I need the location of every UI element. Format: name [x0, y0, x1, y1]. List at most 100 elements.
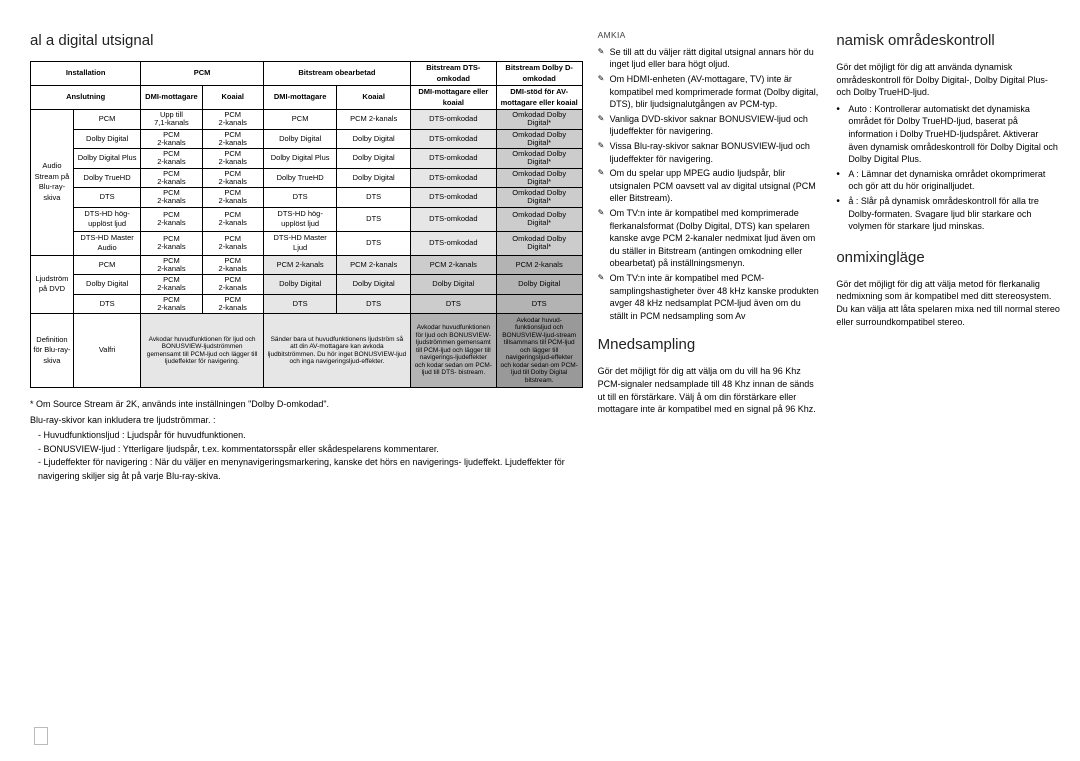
cell: DTS	[337, 207, 411, 231]
row-name: PCM	[73, 110, 140, 130]
table-row: DTSPCM2-kanalsPCM2-kanalsDTSDTSDTSDTS	[31, 294, 583, 314]
def-c4: Avkodar huvud-funktionsljud och BONUSVIE…	[496, 314, 582, 388]
list-item: A : Lämnar det dynamiska området okompri…	[836, 168, 1060, 193]
mix-para: Gör det möjligt för dig att välja metod …	[836, 278, 1060, 328]
row-name: DTS-HD Master Audio	[73, 231, 140, 255]
th-anslut: Anslutning	[31, 86, 141, 110]
cell: Omkodad DolbyDigital*	[496, 188, 582, 208]
amkia-bullets: Se till att du väljer rätt digital utsig…	[598, 46, 822, 322]
def-c2: Sänder bara ut huvudfunktionens ljudströ…	[263, 314, 410, 388]
mix-title: onmixingläge	[836, 247, 1060, 268]
table-row: DTS-HD Master AudioPCM2-kanalsPCM2-kanal…	[31, 231, 583, 255]
table-row: DTSPCM2-kanalsPCM2-kanalsDTSDTSDTS-omkod…	[31, 188, 583, 208]
cell: Dolby Digital	[263, 129, 337, 149]
cell: PCM2-kanals	[202, 255, 263, 275]
cell: DTS	[496, 294, 582, 314]
header-row-2: Anslutning DMI-mottagare Koaial DMI-mott…	[31, 86, 583, 110]
cell: Omkodad DolbyDigital*	[496, 207, 582, 231]
list-item: Vissa Blu-ray-skivor saknar BONUSVIEW-lj…	[598, 140, 822, 165]
th-dmi2: DMI-mottagare	[263, 86, 337, 110]
row-name: DTS	[73, 294, 140, 314]
cell: DTS-omkodad	[410, 110, 496, 130]
cell: DTS-HD hög-upplöst ljud	[263, 207, 337, 231]
cell: PCM2-kanals	[141, 231, 202, 255]
th-dmi-av: DMI-stöd för AV-mottagare eller koaial	[496, 86, 582, 110]
cell: PCM 2-kanals	[337, 110, 411, 130]
footnotes: * Om Source Stream är 2K, används inte i…	[30, 398, 583, 483]
cell: PCM2-kanals	[202, 149, 263, 169]
th-dmi1: DMI-mottagare	[141, 86, 202, 110]
footnote-list: Huvudfunktionsljud : Ljudspår för huvudf…	[38, 429, 583, 483]
cell: PCM2-kanals	[202, 231, 263, 255]
row-name: PCM	[73, 255, 140, 275]
cell: PCM2-kanals	[141, 255, 202, 275]
page-marker	[34, 727, 48, 745]
cell: PCM 2-kanals	[496, 255, 582, 275]
table-row: Dolby DigitalPCM2-kanalsPCM2-kanalsDolby…	[31, 129, 583, 149]
list-item: Om du spelar upp MPEG audio ljudspår, bl…	[598, 167, 822, 205]
list-item: Auto : Kontrollerar automatiskt det dyna…	[836, 103, 1060, 166]
cell: Dolby Digital	[337, 149, 411, 169]
cell: Omkodad DolbyDigital*	[496, 149, 582, 169]
nam-title: namisk områdeskontroll	[836, 30, 1060, 51]
cell: DTS-omkodad	[410, 207, 496, 231]
mned-para: Gör det möjligt för dig att välja om du …	[598, 365, 822, 415]
list-item: Om TV:n inte är kompatibel med komprimer…	[598, 207, 822, 270]
def-label: Definition för Blu-ray-skiva	[31, 314, 74, 388]
cell: PCM2-kanals	[141, 188, 202, 208]
cell: DTS	[337, 231, 411, 255]
th-dmi-koax: DMI-mottagare eller koaial	[410, 86, 496, 110]
list-item: BONUSVIEW-ljud : Ytterligare ljudspår, t…	[38, 443, 583, 457]
footnote-star: * Om Source Stream är 2K, används inte i…	[30, 398, 583, 412]
row-name: DTS	[73, 188, 140, 208]
cell: DTS-omkodad	[410, 231, 496, 255]
row-name: Dolby TrueHD	[73, 168, 140, 188]
cell: DTS-HD Master Ljud	[263, 231, 337, 255]
footnote-intro: Blu-ray-skivor kan inkludera tre ljudstr…	[30, 414, 583, 428]
cell: PCM2-kanals	[141, 294, 202, 314]
nam-items: Auto : Kontrollerar automatiskt det dyna…	[836, 103, 1060, 233]
list-item: Se till att du väljer rätt digital utsig…	[598, 46, 822, 71]
cell: Dolby Digital	[263, 275, 337, 295]
def-valfri: Valfri	[73, 314, 140, 388]
cell: PCM 2-kanals	[410, 255, 496, 275]
th-koax1: Koaial	[202, 86, 263, 110]
cell: Omkodad DolbyDigital*	[496, 110, 582, 130]
audio-table: Installation PCM Bitstream obearbetad Bi…	[30, 61, 583, 388]
cell: Dolby Digital	[337, 275, 411, 295]
cell: PCM	[263, 110, 337, 130]
group2-label: Ljudström på DVD	[31, 255, 74, 314]
row-name: DTS-HD hög-upplöst ljud	[73, 207, 140, 231]
cell: DTS-omkodad	[410, 168, 496, 188]
cell: DTS	[337, 294, 411, 314]
left-title: al a digital utsignal	[30, 30, 583, 51]
row-name: Dolby Digital	[73, 275, 140, 295]
row-name: Dolby Digital Plus	[73, 149, 140, 169]
cell: DTS-omkodad	[410, 149, 496, 169]
cell: PCM2-kanals	[141, 129, 202, 149]
table-row: DTS-HD hög-upplöst ljudPCM2-kanalsPCM2-k…	[31, 207, 583, 231]
cell: PCM 2-kanals	[263, 255, 337, 275]
table-row: Ljudström på DVDPCMPCM2-kanalsPCM2-kanal…	[31, 255, 583, 275]
cell: PCM2-kanals	[141, 168, 202, 188]
cell: Dolby Digital	[337, 129, 411, 149]
cell: Omkodad DolbyDigital*	[496, 231, 582, 255]
amkia-title: AMKIA	[598, 30, 822, 42]
cell: DTS-omkodad	[410, 188, 496, 208]
list-item: Om TV:n inte är kompatibel med PCM-sampl…	[598, 272, 822, 322]
cell: Upp till7,1-kanals	[141, 110, 202, 130]
cell: DTS	[263, 188, 337, 208]
cell: PCM2-kanals	[202, 110, 263, 130]
cell: PCM2-kanals	[202, 294, 263, 314]
row-name: Dolby Digital	[73, 129, 140, 149]
th-koax2: Koaial	[337, 86, 411, 110]
list-item: å : Slår på dynamisk områdeskontroll för…	[836, 195, 1060, 233]
cell: Omkodad DolbyDigital*	[496, 129, 582, 149]
cell: PCM2-kanals	[202, 275, 263, 295]
cell: DTS	[337, 188, 411, 208]
cell: PCM2-kanals	[202, 129, 263, 149]
cell: Dolby Digital	[410, 275, 496, 295]
list-item: Ljudeffekter för navigering : När du väl…	[38, 456, 583, 483]
cell: Dolby Digital	[496, 275, 582, 295]
cell: PCM2-kanals	[141, 275, 202, 295]
